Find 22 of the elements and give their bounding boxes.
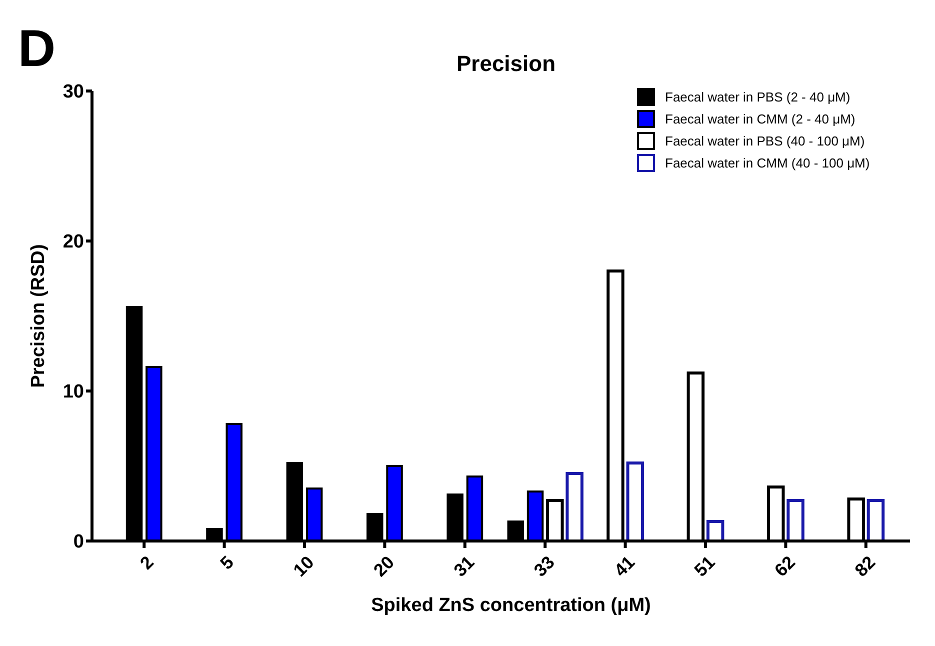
legend-label: Faecal water in PBS (40 - 100 μM) (665, 134, 865, 149)
x-tick-label: 51 (690, 552, 719, 580)
y-tick-label: 10 (62, 382, 84, 403)
y-tick-label: 20 (62, 232, 84, 253)
x-tick-label: 62 (770, 552, 799, 580)
x-tick-label: 20 (370, 552, 398, 580)
legend-label: Faecal water in CMM (2 - 40 μM) (665, 112, 856, 127)
chart-title: Precision (456, 51, 556, 76)
y-axis-title: Precision (RSD) (28, 244, 49, 388)
x-tick-label: 10 (289, 552, 318, 580)
x-tick-label: 33 (530, 552, 558, 580)
x-axis-title: Spiked ZnS concentration (μM) (371, 595, 651, 616)
text: D (18, 20, 56, 78)
legend-label: Faecal water in CMM (40 - 100 μM) (665, 156, 870, 171)
y-tick-label: 0 (73, 532, 84, 553)
x-tick-label: 2 (136, 552, 158, 574)
x-tick-label: 41 (610, 552, 639, 580)
y-tick-label: 30 (62, 82, 84, 103)
x-tick-label: 82 (850, 552, 880, 580)
x-tick-label: 5 (216, 552, 238, 574)
x-tick-label: 31 (450, 552, 478, 580)
legend-label: Faecal water in PBS (2 - 40 μM) (665, 90, 850, 105)
